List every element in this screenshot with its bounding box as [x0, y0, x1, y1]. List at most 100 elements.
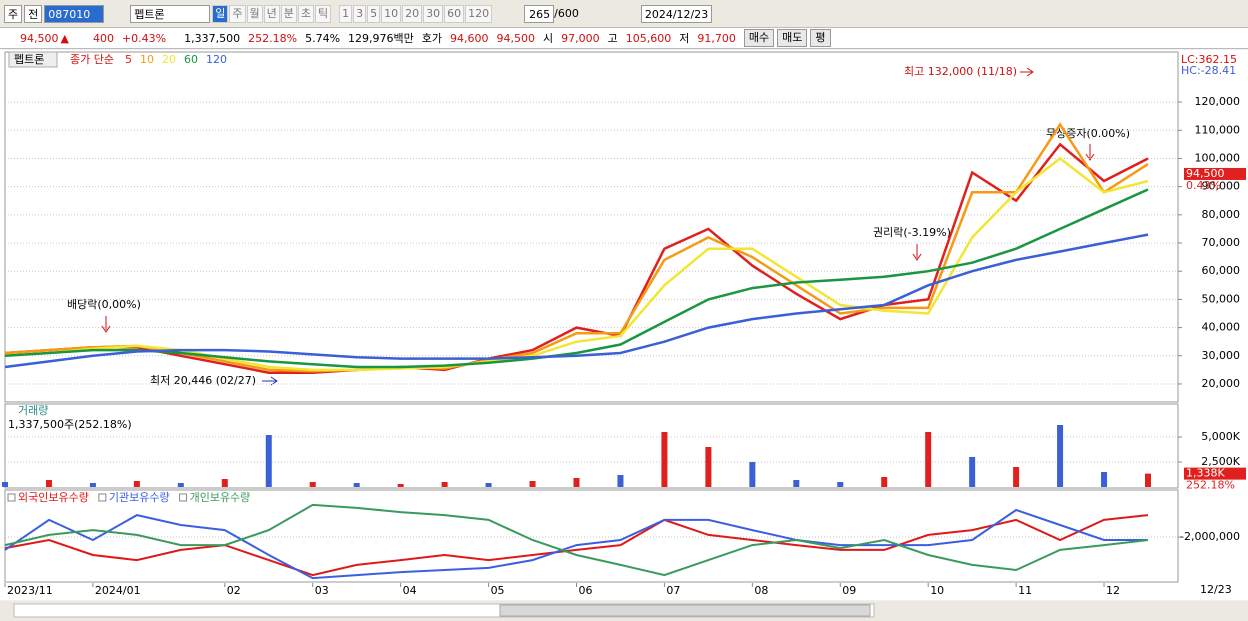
open-label: 시	[543, 32, 554, 45]
y-tick-label: 5,000K	[1201, 430, 1240, 443]
x-tick-label: 06	[579, 584, 593, 597]
period[interactable]: 초	[297, 4, 314, 23]
arrow	[1085, 144, 1095, 161]
bar	[133, 481, 140, 487]
period[interactable]: 일	[212, 4, 229, 23]
ask: 94,600	[450, 31, 489, 45]
interval[interactable]: 1	[339, 4, 353, 23]
ask-label: 호가	[421, 32, 443, 45]
y-tick-label: 80,000	[1202, 208, 1241, 221]
x-tick-label: 05	[491, 584, 505, 597]
high: 105,600	[625, 31, 672, 45]
bar	[969, 457, 976, 487]
line	[4, 122, 1149, 373]
high-label: 고	[607, 32, 618, 45]
tab[interactable]	[8, 51, 58, 68]
y-tick-label: 110,000	[1195, 123, 1241, 136]
x-tick-label: 10	[930, 584, 944, 597]
legend-swatch	[98, 493, 107, 502]
low: 91,700	[697, 31, 736, 45]
y-tick-label: 70,000	[1202, 236, 1241, 249]
bar	[925, 432, 932, 487]
intervals: 1 3 5 10 20 30 60 120	[339, 4, 493, 23]
hc: HC:-28.41	[1181, 64, 1236, 77]
count[interactable]: 265	[524, 4, 555, 23]
y-tick-label: 50,000	[1202, 292, 1241, 305]
line	[4, 188, 1149, 369]
x-tick-label: 08	[754, 584, 768, 597]
period[interactable]: 주	[229, 4, 246, 23]
interval[interactable]: 3	[353, 4, 367, 23]
period[interactable]: 분	[280, 4, 297, 23]
bar	[793, 480, 800, 487]
y-tick-label: 120,000	[1195, 95, 1241, 108]
y-tick-label: -2,000,000	[1180, 530, 1240, 543]
interval[interactable]: 60	[444, 4, 465, 23]
arrow	[1020, 67, 1034, 77]
line	[4, 503, 1149, 577]
period[interactable]: 틱	[315, 4, 332, 23]
interval[interactable]: 5	[367, 4, 381, 23]
lc: LC:362.15	[1181, 53, 1237, 66]
bar	[2, 482, 8, 487]
trade-button[interactable]: 매도	[777, 29, 808, 47]
amount: 129,976백만	[348, 32, 414, 45]
period[interactable]: 월	[246, 4, 263, 23]
bar	[837, 482, 844, 487]
bar	[177, 483, 184, 487]
bar	[265, 435, 272, 487]
bar	[1101, 472, 1108, 487]
quote-bar: 94,500 ▲ 400 +0.43% 1,337,500 252.18% 5.7…	[0, 28, 1248, 49]
bar	[45, 480, 52, 487]
date[interactable]: 2024/12/23	[640, 4, 713, 23]
annotation: 권리락(-3.19%)	[873, 226, 951, 239]
line	[4, 142, 1149, 374]
volume: 1,337,500	[184, 31, 241, 45]
bid: 94,500	[496, 31, 536, 45]
volume-panel	[4, 403, 1179, 489]
trade-button[interactable]: 매수	[743, 29, 775, 47]
up-icon: ▲	[60, 31, 69, 45]
x-tick-label: 11	[1018, 584, 1032, 597]
x-tick-label: 09	[842, 584, 856, 597]
x-end-label: 12/23	[1200, 583, 1232, 596]
x-tick-label: 12	[1106, 584, 1120, 597]
legend-entry: 외국인보유수량	[18, 491, 89, 504]
holdings-panel	[4, 489, 1179, 583]
line	[4, 514, 1149, 577]
y-tick-label: 30,000	[1202, 349, 1241, 362]
count-max: /600	[554, 7, 579, 20]
bar	[221, 479, 228, 487]
scroll-thumb[interactable]	[499, 604, 871, 617]
current-label: 94,500	[1186, 167, 1225, 180]
interval[interactable]: 30	[423, 4, 444, 23]
line	[4, 508, 1148, 580]
legend-entry: 기관보유수량	[109, 491, 170, 504]
x-tick-label: 02	[227, 584, 241, 597]
prefix[interactable]: 전	[24, 4, 43, 23]
y-tick-label: 100,000	[1195, 151, 1241, 164]
volume-ratio: 252.18%	[248, 31, 298, 45]
current-marker	[1184, 167, 1246, 180]
volume-title: 거래량	[18, 404, 48, 417]
tab-label[interactable]: 펩트론	[14, 53, 44, 66]
volume-subtitle: 1,337,500주(252.18%)	[8, 418, 132, 431]
period[interactable]: 년	[263, 4, 280, 23]
bar	[573, 478, 580, 487]
code-input[interactable]: 087010	[44, 4, 105, 23]
bar	[617, 475, 624, 487]
price: 94,500	[20, 31, 59, 45]
bar	[529, 481, 536, 487]
y-tick-label: 40,000	[1202, 321, 1241, 334]
turnover: 5.74%	[305, 31, 341, 45]
interval[interactable]: 120	[465, 4, 493, 23]
interval[interactable]: 20	[402, 4, 423, 23]
trade-button[interactable]: 평	[810, 29, 831, 47]
legend-entry: 5	[125, 53, 132, 66]
interval[interactable]: 10	[381, 4, 402, 23]
stock-name[interactable]: 펩트론	[130, 4, 211, 23]
bar	[661, 432, 668, 487]
current-sub: 0.43%	[1186, 179, 1221, 192]
market[interactable]: 주	[4, 4, 23, 23]
